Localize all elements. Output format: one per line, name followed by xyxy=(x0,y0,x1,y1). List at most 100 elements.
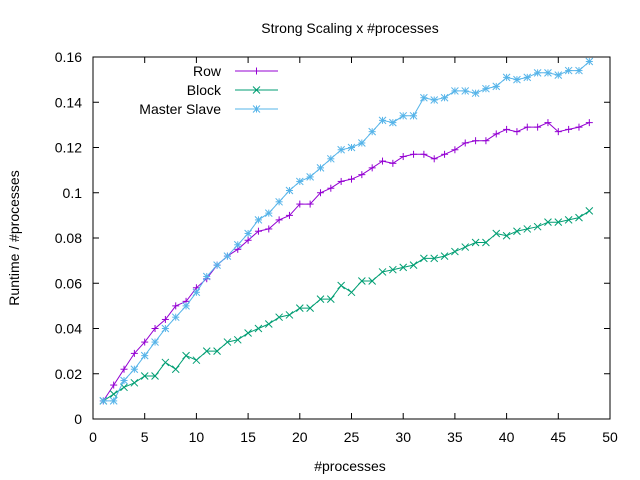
marker-stroke xyxy=(285,311,294,319)
data-point xyxy=(296,200,304,208)
data-point xyxy=(389,265,397,274)
data-point xyxy=(378,268,387,276)
data-point xyxy=(120,376,128,385)
legend-label: Master Slave xyxy=(139,101,221,117)
marker-stroke xyxy=(151,372,159,380)
data-point xyxy=(326,295,335,303)
marker-stroke xyxy=(316,295,325,303)
data-point xyxy=(430,155,438,163)
data-point xyxy=(357,277,366,285)
data-point xyxy=(337,145,346,154)
marker-stroke xyxy=(440,252,449,260)
marker-stroke xyxy=(233,335,242,344)
marker-stroke xyxy=(161,324,170,333)
marker-stroke xyxy=(306,173,314,181)
x-tick-label: 0 xyxy=(89,429,97,445)
marker-stroke xyxy=(523,225,532,233)
marker-stroke xyxy=(213,261,221,270)
data-point xyxy=(389,159,397,167)
marker-stroke xyxy=(409,261,418,270)
data-point xyxy=(482,238,490,247)
data-point xyxy=(264,320,273,328)
marker-stroke xyxy=(140,351,149,360)
marker-stroke xyxy=(420,254,428,263)
data-point xyxy=(151,325,159,332)
data-point xyxy=(140,372,149,380)
y-tick-label: 0.04 xyxy=(55,321,82,337)
data-point xyxy=(223,338,232,346)
data-point xyxy=(368,127,377,136)
y-tick-label: 0.02 xyxy=(55,366,82,382)
data-point xyxy=(513,227,521,236)
data-point xyxy=(213,261,221,270)
data-point xyxy=(368,277,377,285)
data-point xyxy=(564,66,573,75)
data-point xyxy=(285,186,294,195)
data-point xyxy=(252,86,261,94)
data-point xyxy=(420,254,428,263)
data-point xyxy=(482,84,490,93)
data-point xyxy=(244,329,252,337)
marker-stroke xyxy=(306,304,314,312)
data-point xyxy=(130,365,139,374)
marker-stroke xyxy=(575,66,583,75)
marker-stroke xyxy=(533,68,542,77)
marker-stroke xyxy=(347,143,356,152)
data-point xyxy=(502,231,511,240)
data-point xyxy=(182,302,190,310)
data-point xyxy=(264,209,273,217)
data-point xyxy=(316,189,324,197)
data-point xyxy=(252,105,261,113)
data-point xyxy=(523,225,532,233)
data-point xyxy=(316,295,325,303)
marker-stroke xyxy=(99,397,108,405)
marker-stroke xyxy=(223,252,232,260)
series-block xyxy=(99,206,594,405)
marker-stroke xyxy=(140,372,149,380)
marker-stroke xyxy=(202,272,211,281)
data-point xyxy=(420,93,428,102)
marker-stroke xyxy=(585,57,594,66)
data-point xyxy=(399,153,407,161)
data-point xyxy=(544,119,552,127)
data-point xyxy=(389,118,397,127)
data-point xyxy=(534,123,542,131)
series-line xyxy=(102,122,590,402)
data-point xyxy=(575,66,583,75)
data-point xyxy=(440,93,449,102)
data-point xyxy=(347,288,356,297)
data-point xyxy=(151,372,159,380)
marker-stroke xyxy=(389,118,397,127)
data-point xyxy=(306,173,314,181)
data-point xyxy=(399,111,408,120)
data-point xyxy=(503,125,511,133)
marker-stroke xyxy=(295,304,304,312)
marker-stroke xyxy=(451,87,459,95)
marker-stroke xyxy=(368,127,377,136)
data-point xyxy=(410,150,418,158)
data-point xyxy=(327,184,335,192)
data-point xyxy=(399,263,408,272)
data-point xyxy=(554,128,562,136)
marker-stroke xyxy=(192,288,201,297)
marker-stroke xyxy=(275,197,283,206)
legend-label: Row xyxy=(193,63,222,79)
marker-stroke xyxy=(399,111,408,120)
data-point xyxy=(420,150,428,158)
data-point xyxy=(575,213,583,222)
marker-stroke xyxy=(264,320,273,328)
x-tick-label: 50 xyxy=(602,429,618,445)
data-point xyxy=(451,87,459,95)
marker-stroke xyxy=(120,383,128,392)
data-point xyxy=(244,236,252,244)
data-point xyxy=(254,324,263,333)
marker-stroke xyxy=(461,243,470,251)
x-tick-label: 10 xyxy=(189,429,205,445)
marker-stroke xyxy=(109,397,118,405)
data-point xyxy=(109,397,118,405)
data-point xyxy=(430,254,439,263)
data-point xyxy=(523,123,531,131)
data-point xyxy=(337,281,346,290)
data-point xyxy=(379,157,387,165)
data-point xyxy=(523,73,532,82)
